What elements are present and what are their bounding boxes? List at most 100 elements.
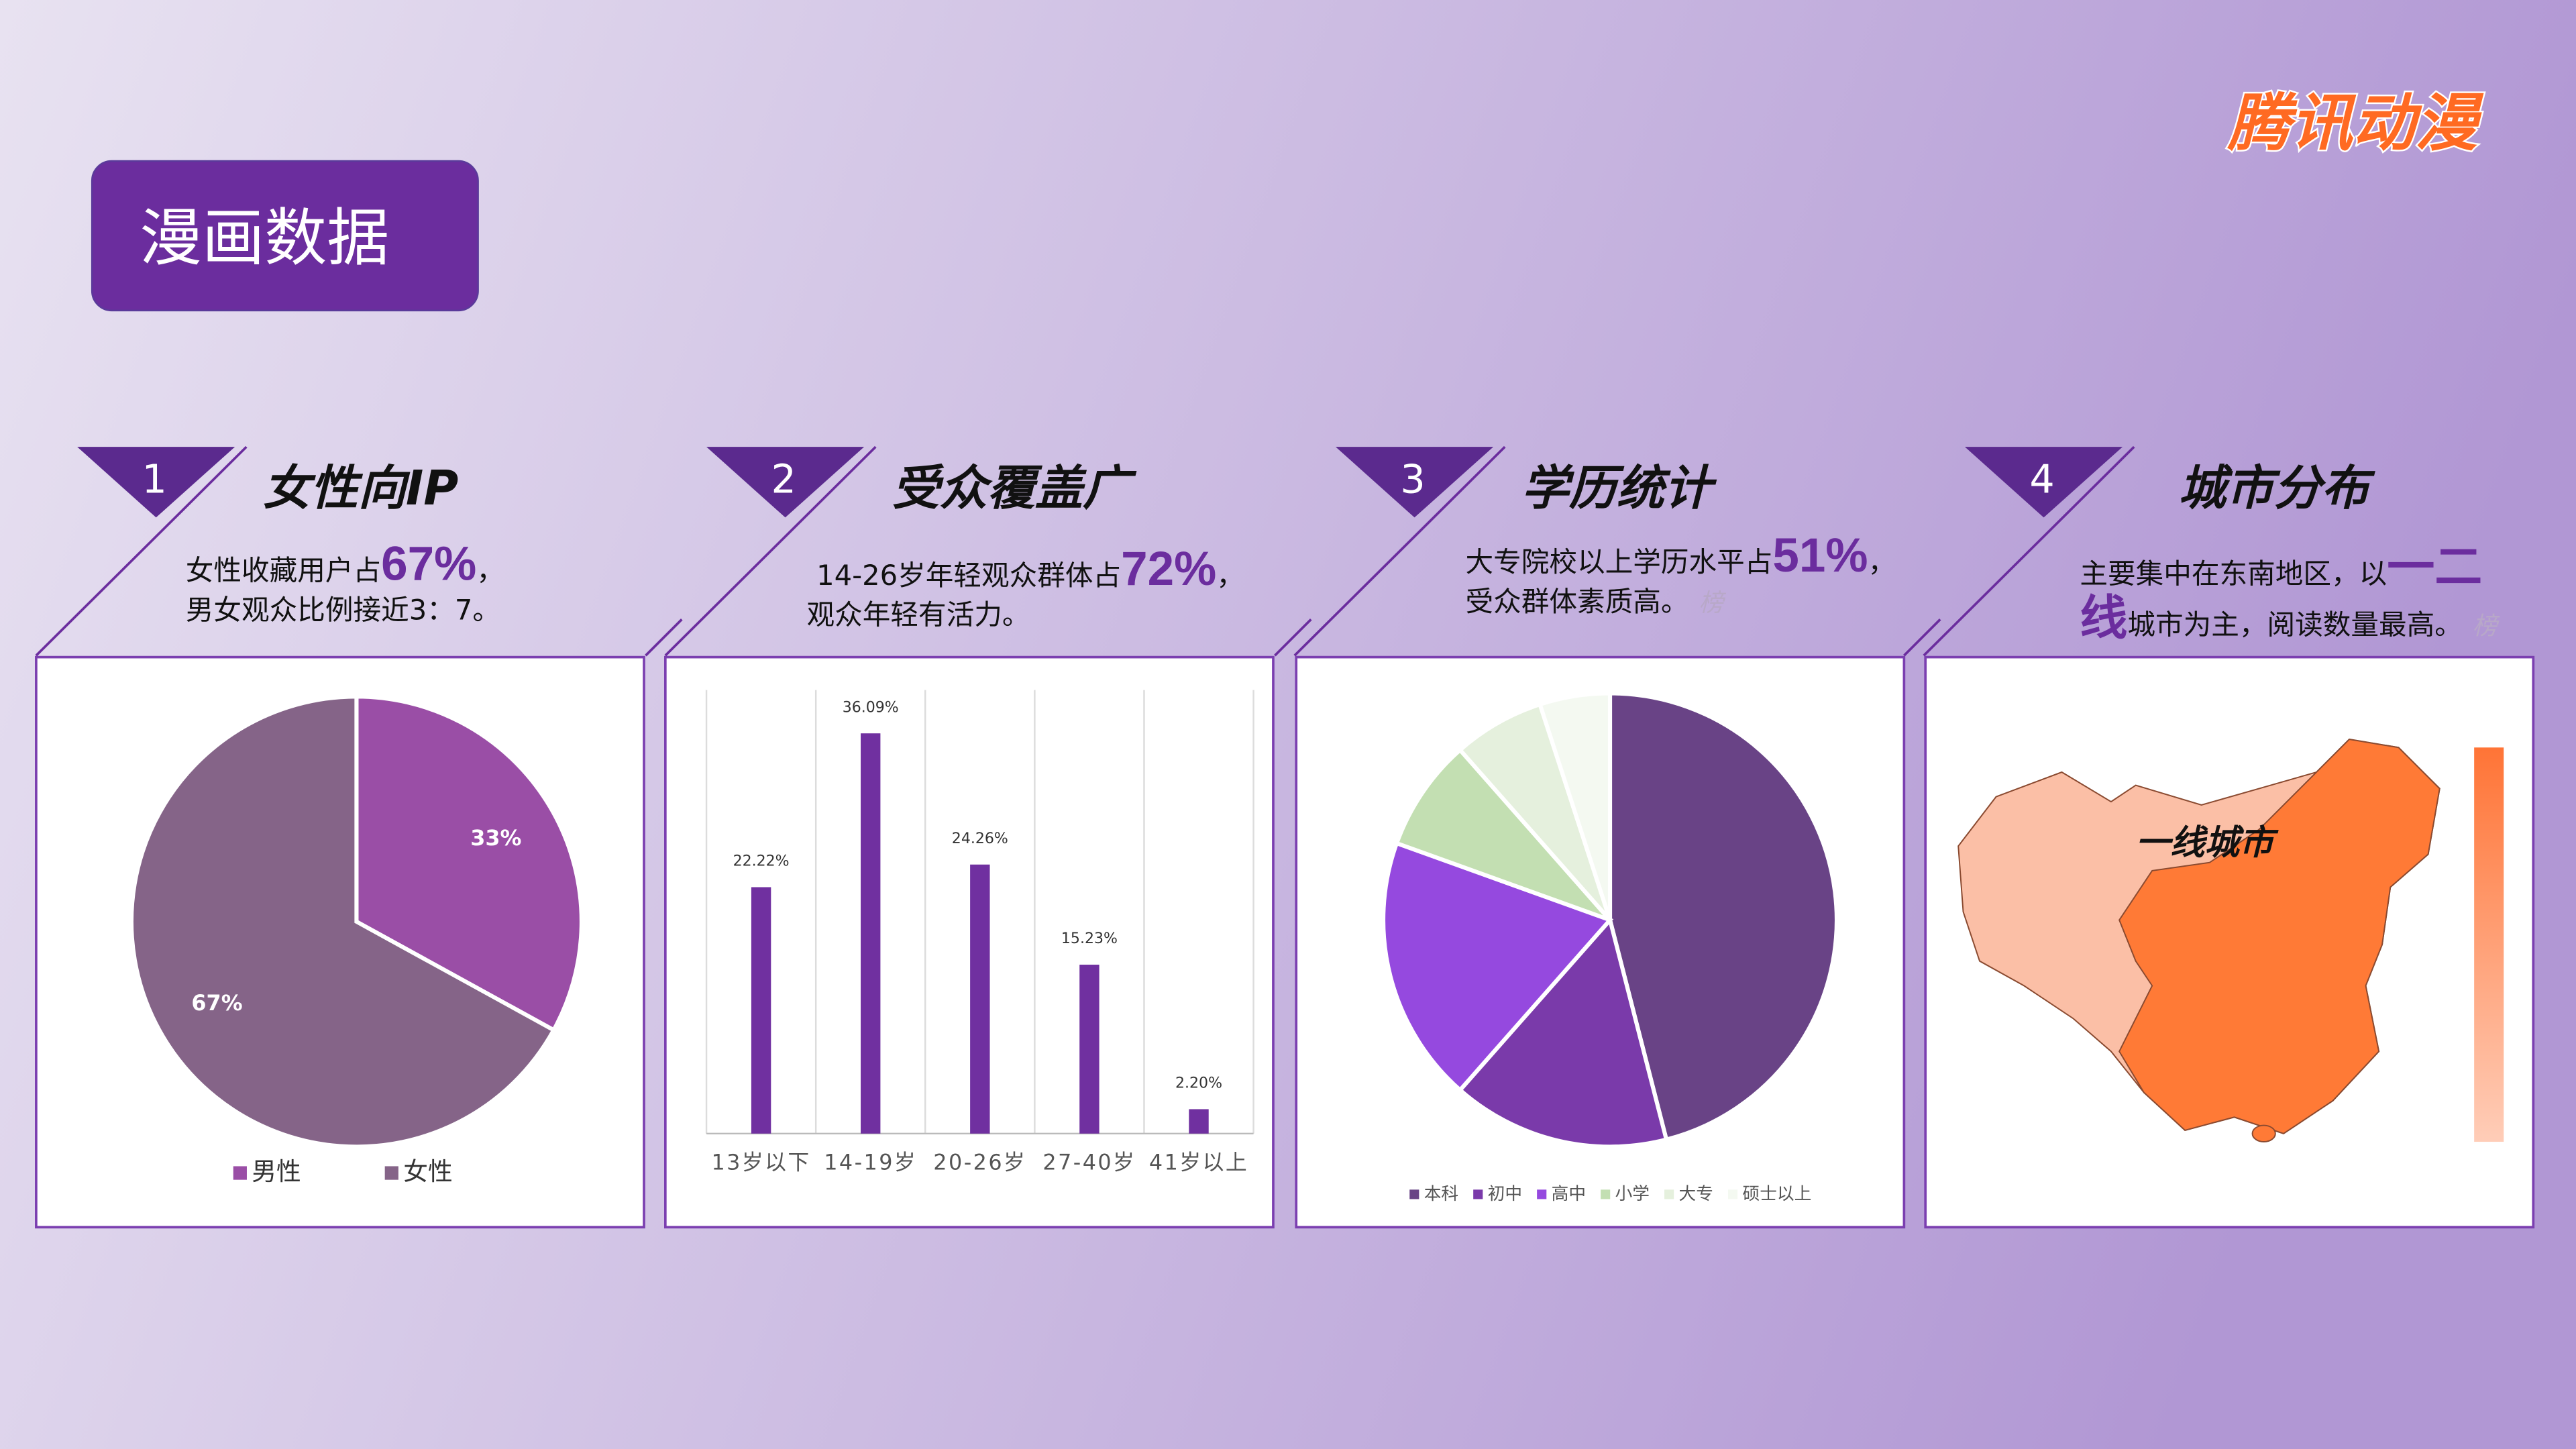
legend-label: 男性 bbox=[252, 1157, 301, 1186]
x-tick-label: 27-40岁 bbox=[1042, 1150, 1136, 1175]
panel-description: 主要集中在东南地区，以一二 bbox=[2080, 541, 2482, 594]
pie-slice bbox=[129, 694, 557, 1149]
bar bbox=[1079, 965, 1099, 1134]
watermark: 榜 bbox=[1699, 588, 1726, 617]
legend-swatch bbox=[1409, 1189, 1419, 1199]
panel-number: 1 bbox=[142, 456, 167, 502]
data-label: 33% bbox=[470, 825, 521, 851]
map-label: 一线城市 bbox=[2136, 822, 2279, 863]
pie-slice bbox=[354, 694, 584, 1033]
panel-description: 女性收藏用户占67%， bbox=[186, 537, 504, 590]
legend-swatch bbox=[1537, 1189, 1547, 1199]
desc-text: 受众群体素质高。 bbox=[1465, 585, 1688, 618]
legend-label: 小学 bbox=[1615, 1184, 1650, 1204]
desc-text: ， bbox=[476, 553, 504, 586]
pie-slice bbox=[1607, 691, 1839, 1142]
bar bbox=[751, 887, 771, 1134]
logo: 腾讯动漫 bbox=[2227, 87, 2484, 160]
watermark: 榜 bbox=[2473, 611, 2500, 640]
desc-highlight: 一二 bbox=[2387, 541, 2482, 594]
panel-header: 3 学历统计 bbox=[1293, 445, 1941, 657]
desc-text: 主要集中在东南地区，以 bbox=[2080, 557, 2387, 590]
panel-description: 线城市为主，阅读数量最高。榜 bbox=[2080, 592, 2500, 645]
title-box bbox=[91, 160, 479, 312]
panel-number: 4 bbox=[2029, 456, 2054, 502]
legend-swatch bbox=[1664, 1189, 1674, 1199]
pie-slice bbox=[1537, 691, 1613, 921]
desc-highlight: 线 bbox=[2080, 592, 2127, 645]
desc-highlight: 51% bbox=[1772, 529, 1868, 582]
desc-text: 城市为主，阅读数量最高。 bbox=[2127, 608, 2463, 641]
bar bbox=[970, 864, 990, 1134]
legend-swatch bbox=[1601, 1189, 1611, 1199]
data-label: 36.09% bbox=[843, 699, 899, 716]
slide-title: 漫画数据 bbox=[140, 202, 389, 274]
charts: 33% 67% 男性 女性 22.22% 13岁以下 36.09% 14-19岁 24.26% 2… bbox=[129, 690, 1839, 1204]
desc-text: ， bbox=[1216, 559, 1244, 592]
divider bbox=[645, 618, 683, 657]
desc-highlight: 72% bbox=[1121, 543, 1216, 596]
x-tick-label: 14-19岁 bbox=[824, 1150, 917, 1175]
divider bbox=[1923, 445, 2135, 657]
divider bbox=[35, 445, 248, 657]
legend-label: 本科 bbox=[1424, 1184, 1458, 1204]
desc-text: 14-26岁年轻观众群体占 bbox=[816, 559, 1121, 592]
legend-swatch bbox=[1728, 1189, 1738, 1199]
panel-number: 3 bbox=[1400, 456, 1425, 502]
panel-header: 1 女性向IP bbox=[35, 445, 683, 657]
divider bbox=[1293, 445, 1506, 657]
number-badge bbox=[1964, 447, 2123, 518]
bar bbox=[861, 733, 881, 1134]
legend-label: 高中 bbox=[1552, 1184, 1586, 1204]
map-scale bbox=[2474, 747, 2504, 1142]
legend-label: 硕士以上 bbox=[1743, 1184, 1812, 1204]
panel-description: 14-26岁年轻观众群体占72%， bbox=[816, 543, 1244, 596]
legend-label: 大专 bbox=[1679, 1184, 1713, 1204]
legend-swatch bbox=[384, 1166, 398, 1180]
legend-label: 初中 bbox=[1488, 1184, 1522, 1204]
number-badge bbox=[1336, 447, 1494, 518]
x-tick-label: 13岁以下 bbox=[711, 1150, 810, 1175]
pie-slice bbox=[1381, 841, 1614, 1093]
data-label: 15.23% bbox=[1061, 930, 1118, 947]
divider bbox=[1274, 618, 1312, 657]
panel-number: 2 bbox=[771, 456, 796, 502]
map-region bbox=[2118, 738, 2440, 1134]
x-tick-label: 41岁以上 bbox=[1149, 1150, 1248, 1175]
data-label: 22.22% bbox=[733, 853, 790, 870]
panel-header: 2 受众覆盖广 bbox=[664, 445, 1312, 657]
number-badge bbox=[706, 447, 865, 518]
legend-label: 女性 bbox=[403, 1157, 452, 1186]
x-tick-label: 20-26岁 bbox=[933, 1150, 1026, 1175]
divider bbox=[1903, 618, 1941, 657]
panel-description: 男女观众比例接近3：7。 bbox=[186, 593, 500, 626]
desc-text: 大专院校以上学历水平占 bbox=[1465, 545, 1772, 578]
map-region bbox=[2251, 1124, 2276, 1143]
china-map bbox=[1957, 738, 2440, 1143]
data-label: 2.20% bbox=[1175, 1075, 1222, 1092]
pie-slice bbox=[1457, 702, 1612, 922]
panel-description: 观众年轻有活力。 bbox=[806, 598, 1030, 631]
desc-text: 女性收藏用户占 bbox=[186, 553, 381, 586]
desc-text: 观众年轻有活力。 bbox=[806, 598, 1030, 631]
panel-heading: 受众覆盖广 bbox=[892, 460, 1137, 516]
desc-text: ， bbox=[1868, 545, 1896, 578]
number-badge bbox=[77, 447, 235, 518]
panel-description: 受众群体素质高。榜 bbox=[1465, 585, 1726, 618]
panel-description: 大专院校以上学历水平占51%， bbox=[1465, 529, 1896, 582]
desc-highlight: 67% bbox=[381, 537, 476, 590]
desc-text: 男女观众比例接近3：7。 bbox=[186, 593, 500, 626]
divider bbox=[664, 445, 877, 657]
legend-swatch bbox=[1473, 1189, 1483, 1199]
panel-heading: 城市分布 bbox=[2178, 460, 2375, 516]
panel-header: 4 城市分布 bbox=[1923, 445, 2375, 657]
bar bbox=[1189, 1109, 1209, 1134]
pie-slice bbox=[1457, 916, 1669, 1149]
data-label: 24.26% bbox=[952, 830, 1008, 847]
pie-slice bbox=[1394, 747, 1612, 922]
panel-heading: 学历统计 bbox=[1521, 460, 1717, 516]
panel-heading: 女性向IP bbox=[263, 460, 459, 516]
legend-swatch bbox=[233, 1166, 247, 1180]
data-label: 67% bbox=[191, 990, 242, 1016]
